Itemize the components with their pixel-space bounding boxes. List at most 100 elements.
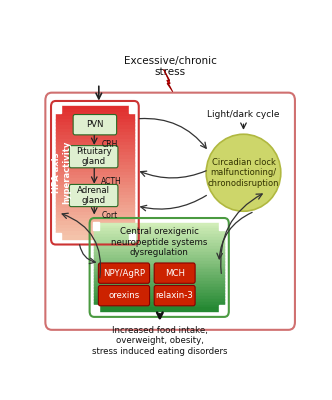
Bar bbox=[56, 165, 134, 170]
Text: PVN: PVN bbox=[86, 120, 104, 129]
Bar bbox=[94, 255, 224, 259]
FancyBboxPatch shape bbox=[98, 263, 150, 283]
Text: ACTH: ACTH bbox=[101, 178, 122, 186]
Bar bbox=[94, 249, 224, 253]
FancyBboxPatch shape bbox=[154, 263, 195, 283]
Bar bbox=[94, 261, 224, 264]
Bar bbox=[56, 182, 134, 186]
Bar bbox=[56, 218, 134, 222]
FancyBboxPatch shape bbox=[45, 93, 295, 330]
Bar bbox=[93, 305, 99, 313]
Bar bbox=[94, 237, 224, 241]
Bar bbox=[219, 305, 225, 313]
Bar bbox=[94, 264, 224, 268]
Bar bbox=[56, 212, 134, 216]
Bar bbox=[56, 198, 134, 202]
Text: HPA axis
hyperactivity: HPA axis hyperactivity bbox=[51, 141, 71, 204]
Bar bbox=[56, 155, 134, 160]
Bar bbox=[94, 226, 224, 230]
Text: NPY/AgRP: NPY/AgRP bbox=[103, 269, 145, 278]
Bar bbox=[56, 116, 134, 120]
Bar bbox=[56, 132, 134, 136]
Bar bbox=[94, 299, 224, 302]
Bar bbox=[94, 278, 224, 282]
Text: Circadian clock
malfunctioning/
chronodisruption: Circadian clock malfunctioning/ chronodi… bbox=[208, 158, 279, 188]
Bar bbox=[94, 304, 224, 308]
Bar bbox=[56, 215, 134, 219]
FancyBboxPatch shape bbox=[73, 114, 117, 135]
Bar bbox=[94, 252, 224, 256]
Text: Excessive/chronic
stress: Excessive/chronic stress bbox=[124, 56, 216, 77]
Bar bbox=[56, 178, 134, 183]
Text: Central orexigenic
neuropeptide systems
dysregulation: Central orexigenic neuropeptide systems … bbox=[111, 227, 208, 257]
Text: relaxin-3: relaxin-3 bbox=[156, 291, 194, 300]
Bar bbox=[56, 172, 134, 176]
Ellipse shape bbox=[206, 134, 281, 211]
Bar bbox=[219, 222, 225, 230]
Bar bbox=[56, 228, 134, 232]
Bar bbox=[56, 135, 134, 140]
Bar bbox=[94, 246, 224, 250]
Bar bbox=[93, 222, 99, 230]
Bar bbox=[56, 119, 134, 123]
Bar bbox=[94, 228, 224, 232]
Bar bbox=[94, 258, 224, 262]
Text: MCH: MCH bbox=[165, 269, 185, 278]
Bar bbox=[56, 185, 134, 189]
Bar bbox=[94, 281, 224, 285]
Bar bbox=[56, 126, 134, 130]
Bar bbox=[56, 205, 134, 209]
Bar bbox=[56, 208, 134, 212]
Bar bbox=[56, 129, 134, 133]
Bar bbox=[56, 188, 134, 193]
Text: Increased food intake,
overweight, obesity,
stress induced eating disorders: Increased food intake, overweight, obesi… bbox=[92, 326, 228, 356]
Bar bbox=[56, 225, 134, 229]
Bar bbox=[94, 275, 224, 279]
Bar bbox=[129, 105, 135, 113]
FancyBboxPatch shape bbox=[154, 286, 195, 306]
Bar bbox=[56, 175, 134, 179]
Bar bbox=[94, 302, 224, 306]
Bar bbox=[56, 195, 134, 199]
Bar bbox=[56, 192, 134, 196]
Bar bbox=[94, 243, 224, 247]
Bar bbox=[56, 149, 134, 153]
FancyBboxPatch shape bbox=[69, 146, 118, 168]
Bar bbox=[54, 105, 61, 113]
Bar bbox=[56, 222, 134, 226]
Bar bbox=[56, 232, 134, 236]
Bar bbox=[56, 235, 134, 239]
Bar bbox=[94, 284, 224, 288]
Bar bbox=[56, 139, 134, 143]
Bar bbox=[56, 109, 134, 113]
Bar bbox=[94, 296, 224, 300]
Bar bbox=[56, 202, 134, 206]
Bar bbox=[56, 112, 134, 116]
Bar bbox=[94, 272, 224, 276]
Text: Light/dark cycle: Light/dark cycle bbox=[207, 110, 280, 119]
Bar bbox=[56, 122, 134, 126]
Bar bbox=[94, 223, 224, 226]
Text: orexins: orexins bbox=[108, 291, 139, 300]
Bar bbox=[56, 162, 134, 166]
Bar bbox=[94, 290, 224, 294]
Bar bbox=[56, 145, 134, 150]
Bar bbox=[56, 152, 134, 156]
Bar bbox=[56, 168, 134, 173]
Bar bbox=[56, 106, 134, 110]
Bar bbox=[94, 308, 224, 311]
Bar bbox=[94, 293, 224, 297]
Bar bbox=[54, 233, 61, 240]
Bar bbox=[94, 270, 224, 273]
Bar bbox=[129, 233, 135, 240]
Bar bbox=[94, 234, 224, 238]
Text: CRH: CRH bbox=[101, 140, 118, 149]
Bar bbox=[56, 142, 134, 146]
Text: Cort: Cort bbox=[101, 211, 118, 220]
Text: Pituitary
gland: Pituitary gland bbox=[76, 147, 112, 166]
Bar bbox=[94, 287, 224, 291]
Bar bbox=[94, 266, 224, 270]
Bar bbox=[94, 240, 224, 244]
Text: Adrenal
gland: Adrenal gland bbox=[77, 186, 110, 205]
Bar bbox=[94, 232, 224, 235]
